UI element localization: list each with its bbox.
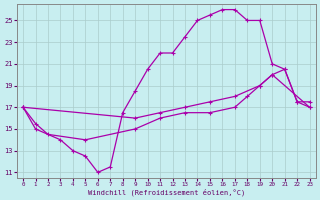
- X-axis label: Windchill (Refroidissement éolien,°C): Windchill (Refroidissement éolien,°C): [88, 188, 245, 196]
